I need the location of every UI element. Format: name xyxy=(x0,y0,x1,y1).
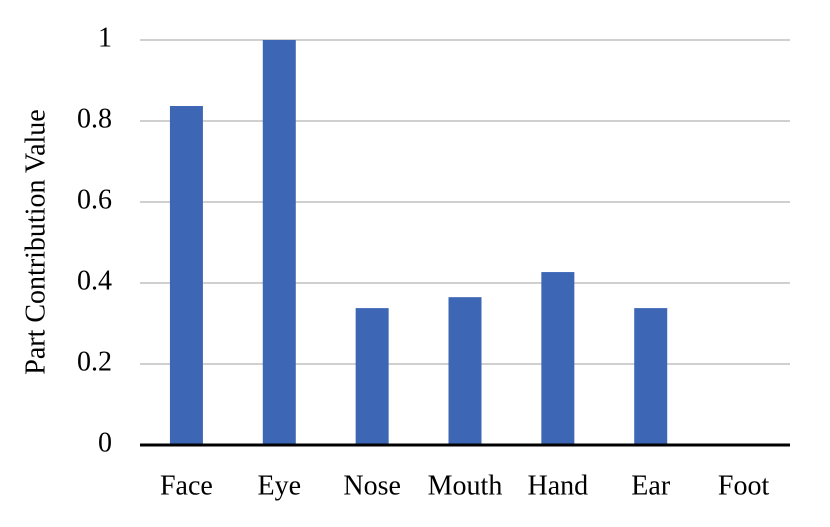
y-tick-label: 0.4 xyxy=(77,265,112,296)
x-tick-label: Face xyxy=(160,470,213,501)
y-tick-label: 0.2 xyxy=(77,346,112,377)
bar xyxy=(169,106,203,445)
y-tick-label: 1 xyxy=(98,22,112,53)
bar xyxy=(541,272,575,445)
bar xyxy=(448,297,482,445)
y-tick-label: 0.8 xyxy=(77,103,112,134)
x-tick-label: Eye xyxy=(258,470,302,501)
x-tick-label: Hand xyxy=(528,470,589,501)
x-tick-label: Foot xyxy=(718,470,770,501)
x-tick-label: Mouth xyxy=(428,470,503,501)
bar xyxy=(634,308,668,445)
y-tick-label: 0.6 xyxy=(77,184,112,215)
x-tick-label: Nose xyxy=(343,470,401,501)
y-tick-label: 0 xyxy=(98,427,112,458)
y-axis-label: Part Contribution Value xyxy=(20,109,51,374)
x-tick-label: Ear xyxy=(631,470,671,501)
bar xyxy=(355,308,389,445)
bar xyxy=(262,40,296,445)
